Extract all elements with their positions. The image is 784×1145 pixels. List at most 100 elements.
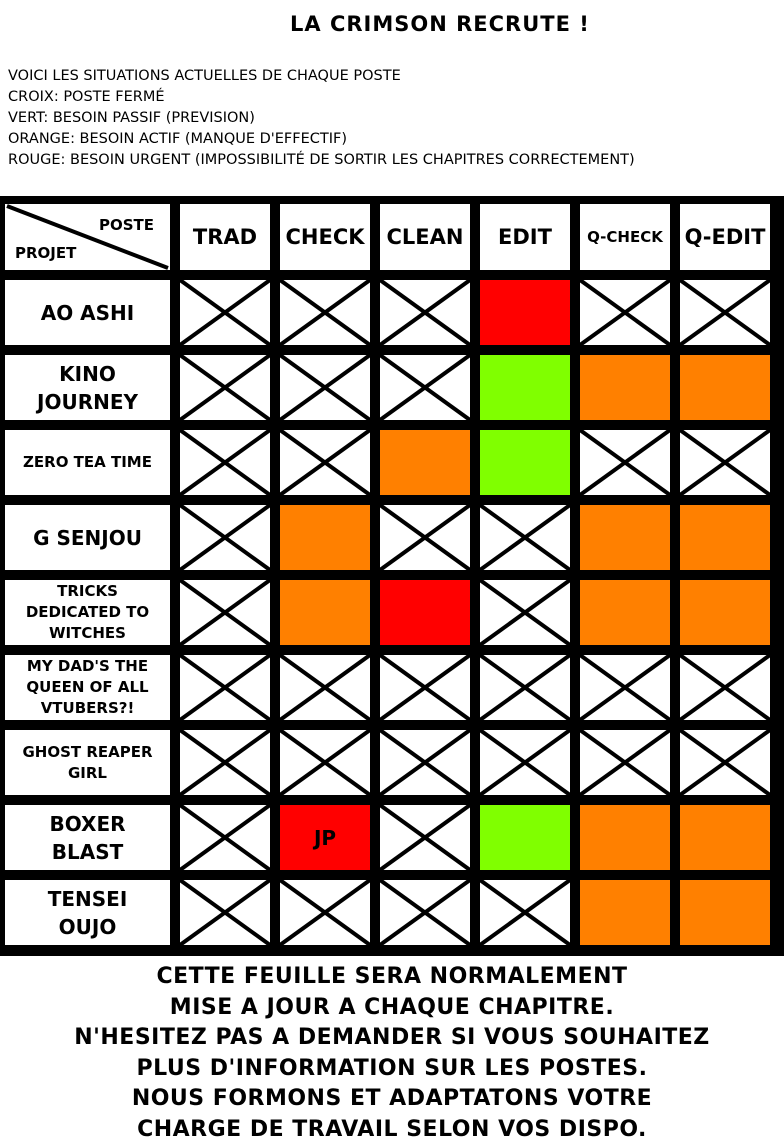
orange-status-cell bbox=[580, 505, 670, 570]
corner-cell: POSTE PROJET bbox=[5, 204, 170, 270]
closed-position-cell bbox=[580, 430, 670, 495]
green-status-cell bbox=[480, 430, 570, 495]
project-name: BOXER BLAST bbox=[5, 805, 170, 870]
cross-icon bbox=[680, 280, 770, 345]
cross-icon bbox=[380, 280, 470, 345]
red-status-cell bbox=[480, 280, 570, 345]
cross-icon bbox=[580, 430, 670, 495]
orange-status-cell bbox=[680, 880, 770, 945]
page-title: LA CRIMSON RECRUTE ! bbox=[290, 12, 590, 36]
cross-icon bbox=[180, 580, 270, 645]
cross-icon bbox=[480, 655, 570, 720]
cross-icon bbox=[380, 505, 470, 570]
orange-status-cell bbox=[680, 505, 770, 570]
footer-line: N'HESITEZ PAS A DEMANDER SI VOUS SOUHAIT… bbox=[74, 1025, 710, 1050]
project-name: G SENJOU bbox=[5, 505, 170, 570]
cross-icon bbox=[580, 280, 670, 345]
closed-position-cell bbox=[280, 880, 370, 945]
closed-position-cell bbox=[480, 580, 570, 645]
column-header: EDIT bbox=[480, 204, 570, 270]
legend-intro: Voici les situations actuelles de chaque… bbox=[8, 68, 401, 84]
project-name: TENSEI OUJO bbox=[5, 880, 170, 945]
closed-position-cell bbox=[280, 430, 370, 495]
project-name: ZERO TEA TIME bbox=[5, 430, 170, 495]
project-name: KINO JOURNEY bbox=[5, 355, 170, 420]
cross-icon bbox=[380, 880, 470, 945]
closed-position-cell bbox=[380, 280, 470, 345]
column-header: CHECK bbox=[280, 204, 370, 270]
closed-position-cell bbox=[180, 880, 270, 945]
cross-icon bbox=[380, 730, 470, 795]
closed-position-cell bbox=[380, 805, 470, 870]
cross-icon bbox=[380, 355, 470, 420]
cross-icon bbox=[280, 430, 370, 495]
closed-position-cell bbox=[180, 355, 270, 420]
closed-position-cell bbox=[380, 355, 470, 420]
closed-position-cell bbox=[180, 505, 270, 570]
diagonal-line bbox=[6, 204, 169, 270]
closed-position-cell bbox=[580, 655, 670, 720]
closed-position-cell bbox=[680, 730, 770, 795]
cross-icon bbox=[680, 430, 770, 495]
closed-position-cell bbox=[380, 880, 470, 945]
closed-position-cell bbox=[180, 730, 270, 795]
project-name: MY DAD'S THE QUEEN OF ALL VTUBERS?! bbox=[5, 655, 170, 720]
cross-icon bbox=[180, 880, 270, 945]
column-header: TRAD bbox=[180, 204, 270, 270]
orange-status-cell bbox=[580, 805, 670, 870]
closed-position-cell bbox=[580, 280, 670, 345]
cross-icon bbox=[580, 730, 670, 795]
closed-position-cell bbox=[180, 280, 270, 345]
closed-position-cell bbox=[280, 730, 370, 795]
closed-position-cell bbox=[580, 730, 670, 795]
cross-icon bbox=[480, 880, 570, 945]
red-status-cell: JP bbox=[280, 805, 370, 870]
closed-position-cell bbox=[480, 655, 570, 720]
cross-icon bbox=[180, 430, 270, 495]
legend-green: Vert: besoin passif (prevision) bbox=[8, 110, 255, 126]
closed-position-cell bbox=[280, 655, 370, 720]
closed-position-cell bbox=[380, 730, 470, 795]
orange-status-cell bbox=[380, 430, 470, 495]
closed-position-cell bbox=[280, 280, 370, 345]
cross-icon bbox=[180, 655, 270, 720]
closed-position-cell bbox=[380, 655, 470, 720]
legend-red: Rouge: besoin urgent (impossibilité de s… bbox=[8, 152, 635, 168]
cross-icon bbox=[280, 655, 370, 720]
cross-icon bbox=[280, 355, 370, 420]
cross-icon bbox=[280, 880, 370, 945]
corner-projet-label: PROJET bbox=[15, 244, 77, 262]
cross-icon bbox=[180, 355, 270, 420]
orange-status-cell bbox=[580, 355, 670, 420]
recruitment-table: POSTE PROJET TRAD CHECK CLEAN EDIT Q-CHECK Q-… bbox=[0, 196, 784, 956]
cross-icon bbox=[580, 655, 670, 720]
footer-line: PLUS D'INFORMATION SUR LES POSTES. bbox=[136, 1055, 648, 1081]
closed-position-cell bbox=[380, 505, 470, 570]
cross-icon bbox=[180, 805, 270, 870]
legend-orange: Orange: besoin actif (manque d'effectif) bbox=[8, 131, 348, 147]
closed-position-cell bbox=[180, 805, 270, 870]
footer-line: NOUS FORMONS ET ADAPTATONS VOTRE bbox=[131, 1086, 653, 1111]
cell-note: JP bbox=[313, 825, 337, 850]
red-status-cell bbox=[380, 580, 470, 645]
corner-poste-label: POSTE bbox=[98, 216, 154, 234]
legend-closed: Croix: poste fermé bbox=[8, 89, 165, 105]
cross-icon bbox=[480, 505, 570, 570]
orange-status-cell bbox=[280, 505, 370, 570]
orange-status-cell bbox=[580, 880, 670, 945]
footer-note: CETTE FEUILLE SERA NORMALEMENT MISE A JO… bbox=[0, 962, 784, 1145]
footer-line: CETTE FEUILLE SERA NORMALEMENT bbox=[156, 964, 628, 989]
cross-icon bbox=[180, 730, 270, 795]
orange-status-cell bbox=[580, 580, 670, 645]
closed-position-cell bbox=[480, 505, 570, 570]
closed-position-cell bbox=[280, 355, 370, 420]
closed-position-cell bbox=[180, 580, 270, 645]
project-name: AO ASHI bbox=[5, 280, 170, 345]
cross-icon bbox=[680, 655, 770, 720]
project-name: TRICKS DEDICATED TO WITCHES bbox=[5, 580, 170, 645]
green-status-cell bbox=[480, 355, 570, 420]
closed-position-cell bbox=[480, 730, 570, 795]
column-header: Q-CHECK bbox=[580, 204, 670, 270]
closed-position-cell bbox=[480, 880, 570, 945]
orange-status-cell bbox=[280, 580, 370, 645]
